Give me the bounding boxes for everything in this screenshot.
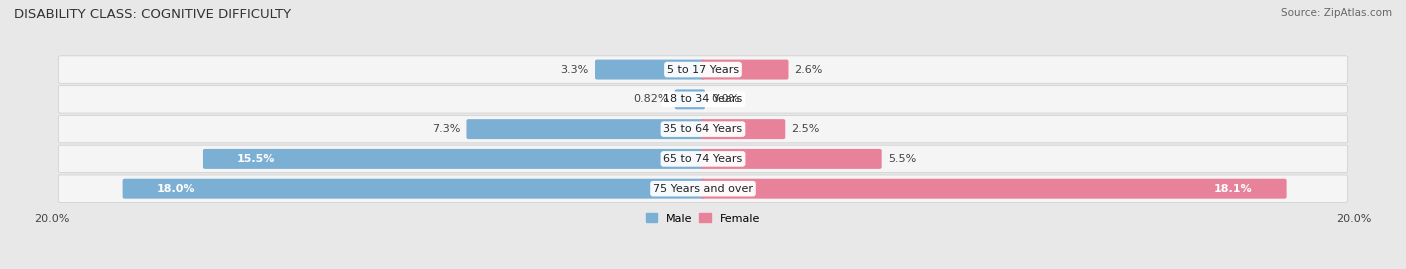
Text: 5.5%: 5.5% xyxy=(887,154,917,164)
Text: 15.5%: 15.5% xyxy=(238,154,276,164)
FancyBboxPatch shape xyxy=(702,149,882,169)
Text: 0.0%: 0.0% xyxy=(711,94,740,104)
Text: 3.3%: 3.3% xyxy=(561,65,589,75)
Text: 20.0%: 20.0% xyxy=(35,214,70,224)
FancyBboxPatch shape xyxy=(58,115,1348,143)
Text: 75 Years and over: 75 Years and over xyxy=(652,184,754,194)
Text: 0.82%: 0.82% xyxy=(633,94,669,104)
Text: 35 to 64 Years: 35 to 64 Years xyxy=(664,124,742,134)
Text: 20.0%: 20.0% xyxy=(1336,214,1371,224)
FancyBboxPatch shape xyxy=(595,60,704,80)
FancyBboxPatch shape xyxy=(58,56,1348,83)
Text: 65 to 74 Years: 65 to 74 Years xyxy=(664,154,742,164)
FancyBboxPatch shape xyxy=(58,145,1348,173)
FancyBboxPatch shape xyxy=(58,175,1348,202)
Text: 2.6%: 2.6% xyxy=(794,65,823,75)
Text: 18.0%: 18.0% xyxy=(156,184,195,194)
FancyBboxPatch shape xyxy=(702,60,789,80)
FancyBboxPatch shape xyxy=(675,89,704,109)
Text: 7.3%: 7.3% xyxy=(432,124,460,134)
FancyBboxPatch shape xyxy=(702,179,1286,199)
Text: 2.5%: 2.5% xyxy=(792,124,820,134)
Text: 5 to 17 Years: 5 to 17 Years xyxy=(666,65,740,75)
FancyBboxPatch shape xyxy=(702,119,786,139)
Text: 18 to 34 Years: 18 to 34 Years xyxy=(664,94,742,104)
FancyBboxPatch shape xyxy=(58,86,1348,113)
Text: 18.1%: 18.1% xyxy=(1213,184,1253,194)
FancyBboxPatch shape xyxy=(122,179,704,199)
Text: DISABILITY CLASS: COGNITIVE DIFFICULTY: DISABILITY CLASS: COGNITIVE DIFFICULTY xyxy=(14,8,291,21)
FancyBboxPatch shape xyxy=(467,119,704,139)
FancyBboxPatch shape xyxy=(202,149,704,169)
Legend: Male, Female: Male, Female xyxy=(647,213,759,224)
Text: Source: ZipAtlas.com: Source: ZipAtlas.com xyxy=(1281,8,1392,18)
